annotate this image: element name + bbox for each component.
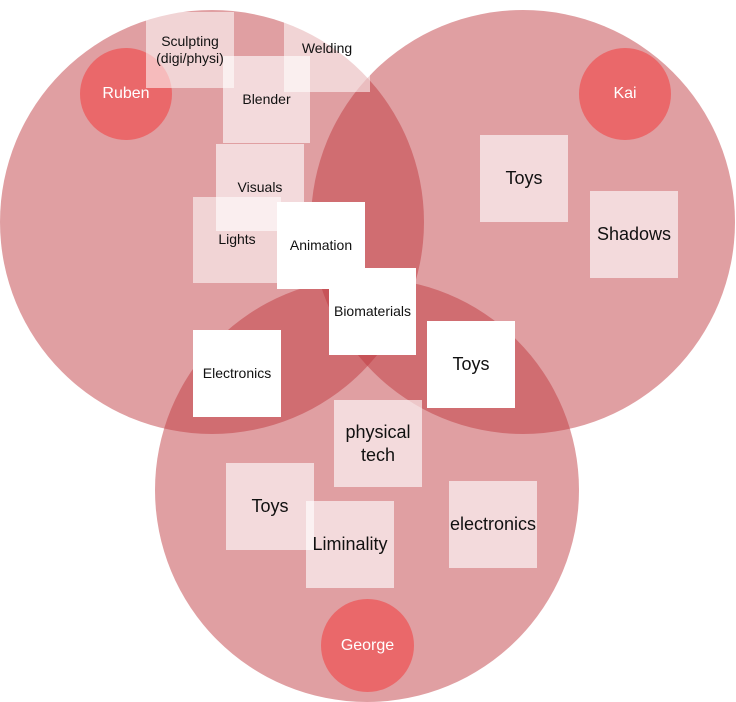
note-biomaterials[interactable]: Biomaterials [329,268,416,355]
note-liminality-text: Liminality [312,534,388,555]
kai-label: Kai [613,85,637,102]
note-biomaterials-text: Biomaterials [333,302,412,319]
note-shadows[interactable]: Shadows [590,191,678,278]
note-electronics-upper-text: Electronics [202,364,272,381]
note-toys-george[interactable]: Toys [226,463,314,550]
note-blender[interactable]: Blender [223,56,310,143]
note-toys-center-text: Toys [452,354,490,375]
note-physical-tech[interactable]: physical tech [334,400,422,487]
note-toys-kai[interactable]: Toys [480,135,568,222]
note-visuals-text: Visuals [237,178,283,195]
note-blender-text: Blender [242,90,291,107]
note-toys-kai-text: Toys [505,168,543,189]
note-shadows-text: Shadows [596,224,672,245]
note-electronics-lower-text: electronics [449,514,537,535]
note-electronics-lower[interactable]: electronics [449,481,537,568]
kai-marker: Kai [579,48,671,140]
note-lights[interactable]: Lights [193,197,281,283]
note-sculpting[interactable]: Sculpting (digi/physi) [146,12,234,88]
note-toys-george-text: Toys [251,496,289,517]
note-welding[interactable]: Welding [284,6,370,92]
note-physical-tech-text: physical tech [345,422,411,465]
note-sculpting-text: Sculpting (digi/physi) [156,32,224,67]
note-animation-text: Animation [289,236,353,253]
note-welding-text: Welding [301,40,353,57]
george-label: George [340,636,395,654]
note-electronics-upper[interactable]: Electronics [193,330,281,417]
note-toys-center[interactable]: Toys [427,321,515,408]
george-marker: George [321,599,414,692]
note-liminality[interactable]: Liminality [306,501,394,588]
ruben-label: Ruben [102,85,150,102]
note-lights-text: Lights [218,231,256,248]
